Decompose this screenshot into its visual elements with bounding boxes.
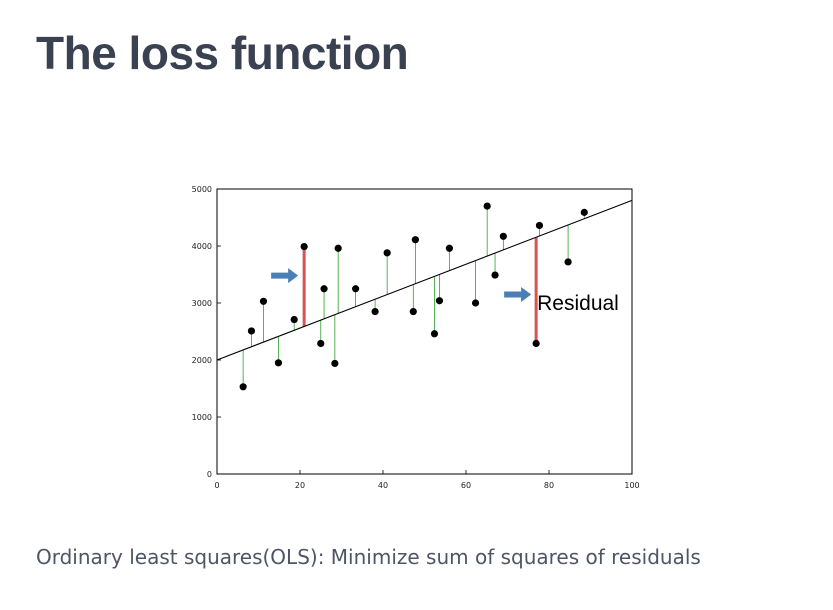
- residual-lines: [242, 206, 585, 387]
- data-point: [317, 339, 325, 348]
- regression-line-group: [216, 199, 633, 361]
- data-point: [247, 327, 256, 335]
- residual-arrow-icon: [271, 268, 299, 284]
- data-point: [371, 307, 379, 316]
- data-point: [499, 232, 507, 240]
- y-tick-label: 1000: [192, 413, 212, 422]
- data-point: [535, 221, 544, 230]
- data-point: [409, 307, 417, 316]
- data-point: [274, 359, 283, 367]
- data-point: [491, 271, 499, 279]
- data-point: [239, 383, 247, 391]
- y-tick-label: 4000: [192, 242, 212, 251]
- y-tick-label: 5000: [192, 185, 212, 194]
- y-tick-label: 0: [207, 470, 212, 479]
- data-point: [334, 244, 342, 252]
- y-tick-label: 2000: [192, 356, 212, 365]
- x-tick-label: 60: [461, 481, 471, 490]
- slide-title: The loss function: [36, 27, 409, 79]
- data-point: [564, 258, 572, 266]
- data-point: [259, 297, 268, 305]
- data-point: [411, 236, 419, 244]
- data-point: [290, 315, 298, 324]
- x-tick-label: 100: [624, 481, 639, 490]
- x-tick-label: 80: [544, 481, 554, 490]
- data-point: [471, 299, 480, 307]
- data-point: [430, 330, 439, 338]
- data-point: [445, 244, 453, 252]
- x-tick-label: 40: [378, 481, 388, 490]
- data-point: [483, 202, 491, 210]
- y-tick-label: 3000: [192, 299, 212, 308]
- data-points: [239, 202, 588, 391]
- regression-line: [216, 199, 633, 361]
- residual-arrow-icon: [504, 286, 532, 302]
- slide-caption: Ordinary least squares(OLS): Minimize su…: [36, 545, 701, 569]
- data-point: [435, 297, 444, 305]
- data-point: [532, 339, 540, 348]
- x-tick-label: 20: [295, 481, 305, 490]
- x-tick-label: 0: [214, 481, 219, 490]
- data-point: [300, 242, 308, 251]
- data-point: [352, 285, 360, 293]
- residual-arrows: [271, 268, 532, 302]
- plot-frame: [216, 188, 633, 475]
- data-point: [383, 249, 391, 257]
- data-point: [320, 285, 328, 293]
- residual-label: Residual: [537, 292, 619, 315]
- data-point: [331, 359, 339, 368]
- data-point: [580, 208, 588, 216]
